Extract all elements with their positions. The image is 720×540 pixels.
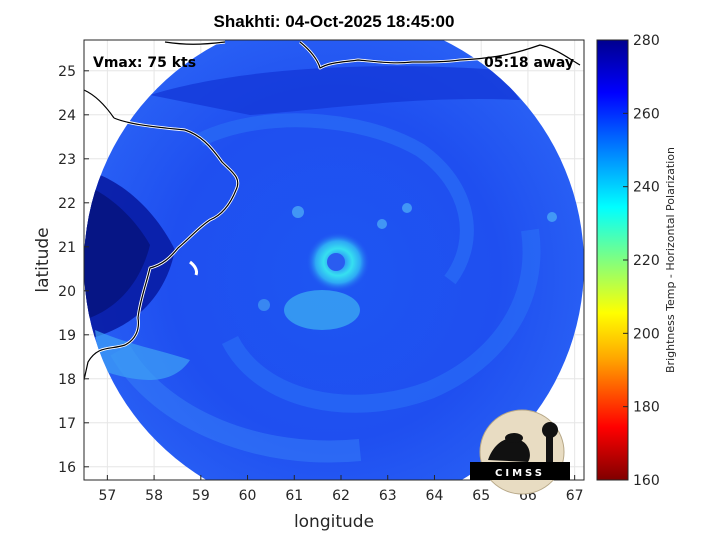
y-tick-label: 21 [58,240,76,256]
colorbar-tick-label: 220 [633,253,660,269]
x-tick-label: 67 [566,488,584,504]
colorbar [596,39,629,481]
cimss-logo: CIMSS [470,409,570,495]
y-tick-label: 18 [58,372,76,388]
x-tick-label: 65 [472,488,490,504]
y-tick-label: 23 [58,152,76,168]
y-tick-label: 25 [58,64,76,80]
microwave-swath [84,40,584,480]
x-tick-label: 62 [332,488,350,504]
colorbar-tick-label: 200 [633,326,660,342]
x-tick-label: 60 [239,488,257,504]
colorbar-tick-label: 280 [633,33,660,49]
x-tick-label: 63 [379,488,397,504]
y-tick-label: 22 [58,196,76,212]
x-tick-label: 61 [285,488,303,504]
y-tick-label: 20 [58,284,76,300]
time-away-annotation: 05:18 away [484,55,574,71]
x-tick-label: 58 [145,488,163,504]
y-axis-label: latitude [33,227,53,292]
colorbar-tick-label: 260 [633,106,660,122]
colorbar-tick-label: 160 [633,473,660,489]
plot-title: Shakhti: 04-Oct-2025 18:45:00 [213,12,455,31]
vmax-annotation: Vmax: 75 kts [93,55,196,71]
cimss-logo-text: CIMSS [495,468,545,479]
axes-box [83,39,585,481]
colorbar-tick-labels: 160 180 200 220 240 260 280 [623,33,660,489]
x-tick-label: 57 [98,488,116,504]
colorbar-tick-label: 180 [633,400,660,416]
y-tick-label: 17 [58,416,76,432]
y-tick-label: 24 [58,108,76,124]
x-tick-label: 59 [192,488,210,504]
x-axis-label: longitude [294,512,374,532]
colorbar-tick-label: 240 [633,180,660,196]
x-tick-label: 64 [426,488,444,504]
y-tick-label: 19 [58,328,76,344]
y-tick-label: 16 [58,460,76,476]
colorbar-label: Brightness Temp - Horizontal Polarizatio… [664,147,677,373]
y-tick-labels: 16 17 18 19 20 21 22 23 24 25 [58,64,89,476]
x-tick-labels: 57 58 59 60 61 62 63 64 65 66 67 [98,475,584,504]
